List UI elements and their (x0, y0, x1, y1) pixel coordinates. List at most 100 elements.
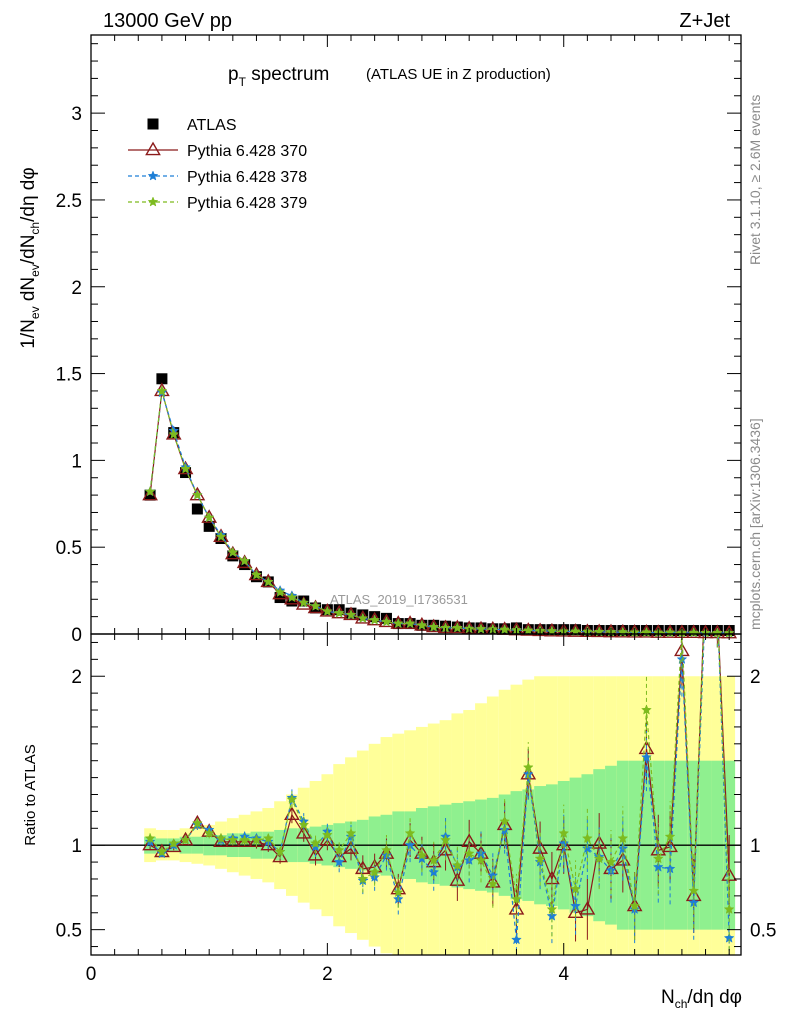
mcplots-label: mcplots.cern.ch [arXiv:1306.3436] (747, 418, 763, 630)
star-marker (333, 844, 345, 855)
triangle-marker (699, 568, 712, 580)
square-marker (156, 373, 168, 385)
star-marker (404, 827, 416, 838)
ratio-y-tick-label-left: 2 (71, 667, 82, 688)
axes-layer: 0 2 4 0 0.5 1 1.5 2 2.5 3 0.5 0.5 1 1 2 2 (56, 34, 776, 985)
legend-entry: Pythia 6.428 379 (128, 195, 307, 212)
legend-entry: Pythia 6.428 370 (128, 141, 307, 160)
ratio-y-tick-label-right: 1 (750, 836, 761, 857)
square-marker (239, 559, 251, 571)
star-marker (534, 853, 546, 864)
star-marker (428, 854, 440, 865)
star-marker (546, 903, 558, 914)
star-marker (593, 853, 605, 864)
star-marker (511, 934, 522, 945)
star-marker (499, 624, 511, 635)
star-marker (215, 832, 227, 844)
star-marker (605, 856, 617, 867)
star-marker (723, 903, 735, 914)
star-marker (416, 849, 428, 860)
ratio-y-tick-label-right: 0.5 (750, 921, 776, 942)
analysis-watermark: ATLAS_2019_I1736531 (330, 592, 468, 607)
star-marker (581, 832, 593, 844)
star-marker (286, 591, 298, 603)
legend-label: Pythia 6.428 378 (187, 169, 307, 186)
legend-label: Pythia 6.428 370 (187, 143, 307, 160)
star-marker (203, 512, 215, 523)
star-marker (357, 612, 369, 623)
triangle-marker (272, 848, 288, 863)
star-marker (570, 883, 581, 894)
x-tick-label: 0 (86, 964, 97, 985)
triangle-marker (142, 486, 158, 501)
square-marker (180, 467, 192, 479)
ratio-y-tick-label-left: 1 (71, 836, 82, 857)
star-marker (191, 489, 203, 500)
star-marker (227, 546, 239, 557)
triangle-marker (295, 824, 312, 839)
star-marker (369, 614, 381, 625)
square-marker (286, 595, 298, 607)
legend: ATLAS Pythia 6.428 370 Pythia 6.428 378 Pyt… (128, 117, 307, 212)
star-marker (487, 878, 499, 889)
star-marker (333, 856, 345, 867)
star-marker (333, 607, 345, 618)
star-marker (147, 170, 159, 181)
star-marker (239, 834, 251, 845)
star-marker (381, 616, 392, 627)
star-marker (581, 842, 593, 854)
star-marker (428, 621, 440, 632)
star-marker (239, 555, 251, 566)
legend-entry: ATLAS (147, 117, 237, 134)
triangle-marker (307, 846, 324, 861)
star-marker (463, 847, 475, 859)
star-marker (227, 834, 239, 845)
triangle-marker (484, 873, 501, 888)
star-marker (345, 827, 357, 838)
triangle-marker (224, 545, 241, 560)
y-tick-label: 3 (71, 104, 82, 125)
star-marker (416, 619, 428, 630)
star-marker (522, 761, 534, 773)
star-marker (641, 704, 652, 715)
y-tick-label: 0.5 (56, 538, 82, 559)
star-marker (392, 617, 404, 629)
y-tick-label: 2 (71, 278, 82, 299)
star-marker (499, 815, 511, 827)
star-marker (156, 846, 168, 857)
star-marker (262, 832, 274, 844)
star-marker (475, 854, 487, 865)
main-series-layer (142, 373, 738, 639)
legend-entry: Pythia 6.428 378 (128, 169, 307, 186)
star-marker (511, 893, 522, 904)
star-marker (180, 463, 191, 474)
triangle-marker (142, 836, 158, 851)
star-marker (475, 623, 487, 634)
legend-label: ATLAS (187, 117, 237, 134)
star-marker (652, 853, 664, 864)
triangle-marker (213, 833, 229, 848)
square-marker (147, 118, 159, 130)
star-marker (144, 485, 156, 497)
star-marker (617, 832, 629, 844)
star-marker (381, 844, 392, 855)
star-marker (701, 595, 711, 604)
rivet-label: Rivet 3.1.10, ≥ 2.6M events (747, 95, 763, 265)
star-marker (286, 793, 298, 805)
square-marker (203, 520, 215, 532)
square-marker (274, 592, 286, 604)
star-marker (713, 604, 723, 613)
x-tick-label: 2 (322, 964, 333, 985)
star-marker (357, 873, 369, 884)
star-marker (404, 617, 416, 629)
ratio-y-tick-label-left: 0.5 (56, 921, 82, 942)
triangle-marker (307, 599, 324, 614)
ratio-ylabel: Ratio to ATLAS (22, 744, 39, 845)
ratio-series-layer (91, 568, 741, 955)
star-marker (522, 624, 534, 636)
x-axis-label: Nch/dη dφ (661, 987, 742, 1011)
triangle-marker (224, 833, 241, 848)
star-marker (688, 885, 700, 896)
x-tick-label: 4 (558, 964, 569, 985)
star-marker (321, 605, 333, 617)
